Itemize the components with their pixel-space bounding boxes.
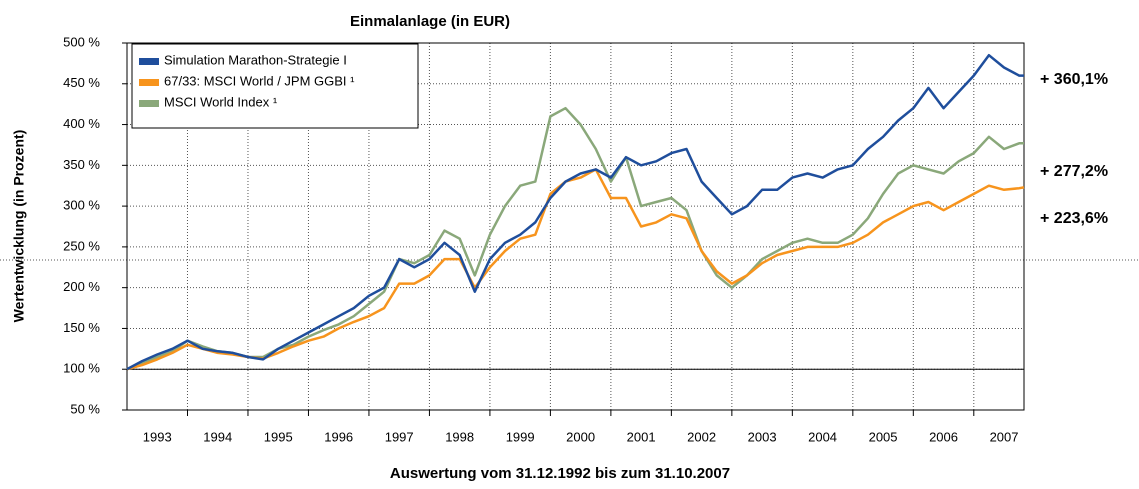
x-tick-label: 1997 (385, 429, 414, 444)
x-tick-label: 1999 (506, 429, 535, 444)
y-tick-label: 500 % (63, 34, 100, 49)
y-tick-label: 100 % (63, 361, 100, 376)
x-axis-label: Auswertung vom 31.12.1992 bis zum 31.10.… (390, 465, 730, 482)
y-tick-label: 200 % (63, 279, 100, 294)
x-tick-label: 2003 (748, 429, 777, 444)
y-tick-label: 400 % (63, 116, 100, 131)
x-tick-label: 1995 (264, 429, 293, 444)
chart-title: Einmalanlage (in EUR) (350, 13, 510, 30)
legend-swatch (139, 100, 159, 107)
y-axis-label: Wertentwicklung (in Prozent) (11, 130, 27, 323)
series-line (126, 168, 1025, 371)
y-tick-label: 250 % (63, 238, 100, 253)
legend-label: MSCI World Index ¹ (164, 94, 278, 109)
x-tick-label: 2001 (627, 429, 656, 444)
annotation: + 360,1% (1040, 71, 1108, 88)
y-tick-label: 450 % (63, 75, 100, 90)
y-tick-label: 150 % (63, 320, 100, 335)
legend-box (131, 43, 419, 129)
x-tick-label: 2007 (990, 429, 1019, 444)
x-tick-label: 2006 (929, 429, 958, 444)
x-tick-label: 2005 (869, 429, 898, 444)
series-line (126, 106, 1024, 371)
x-tick-label: 1993 (143, 429, 172, 444)
x-tick-label: 1998 (445, 429, 474, 444)
legend-label: Simulation Marathon-Strategie I (164, 52, 347, 67)
legend-swatch (139, 79, 159, 86)
annotation: + 277,2% (1040, 163, 1108, 180)
x-tick-label: 1996 (324, 429, 353, 444)
x-tick-label: 2004 (808, 429, 837, 444)
series-line (126, 53, 1024, 371)
x-tick-label: 2000 (566, 429, 595, 444)
legend-swatch (139, 58, 159, 65)
legend-label: 67/33: MSCI World / JPM GGBI ¹ (164, 73, 355, 88)
y-tick-label: 300 % (63, 198, 100, 213)
x-tick-label: 1994 (203, 429, 232, 444)
x-tick-label: 2002 (687, 429, 716, 444)
legend: Simulation Marathon-Strategie I 67/33: MS… (131, 43, 419, 129)
y-tick-label: 50 % (70, 401, 100, 416)
annotation: + 223,6% (1040, 210, 1108, 227)
y-tick-label: 350 % (63, 157, 100, 172)
plot-frame (126, 42, 1025, 411)
